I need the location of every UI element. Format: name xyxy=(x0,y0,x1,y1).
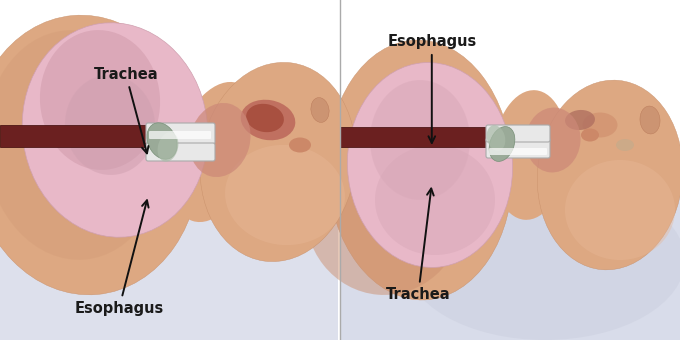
FancyBboxPatch shape xyxy=(486,138,550,158)
Ellipse shape xyxy=(65,75,155,175)
Ellipse shape xyxy=(289,137,311,153)
Ellipse shape xyxy=(22,23,208,237)
FancyBboxPatch shape xyxy=(146,143,215,161)
FancyBboxPatch shape xyxy=(489,148,547,155)
Ellipse shape xyxy=(489,126,515,162)
Ellipse shape xyxy=(347,63,513,268)
Ellipse shape xyxy=(311,98,329,122)
FancyBboxPatch shape xyxy=(486,125,550,142)
Ellipse shape xyxy=(487,125,505,151)
Text: Esophagus: Esophagus xyxy=(74,200,164,316)
Ellipse shape xyxy=(405,180,680,340)
Text: Trachea: Trachea xyxy=(386,188,451,302)
Text: Trachea: Trachea xyxy=(93,67,158,153)
Ellipse shape xyxy=(305,125,465,295)
Ellipse shape xyxy=(565,110,595,130)
Ellipse shape xyxy=(492,90,568,220)
Ellipse shape xyxy=(40,30,160,170)
Ellipse shape xyxy=(158,132,178,162)
FancyBboxPatch shape xyxy=(340,185,680,340)
Ellipse shape xyxy=(225,145,345,245)
Ellipse shape xyxy=(581,129,599,141)
FancyBboxPatch shape xyxy=(0,210,338,340)
Ellipse shape xyxy=(171,82,259,222)
FancyBboxPatch shape xyxy=(146,123,215,144)
Ellipse shape xyxy=(616,139,634,151)
Ellipse shape xyxy=(537,80,680,270)
Ellipse shape xyxy=(0,15,200,295)
FancyBboxPatch shape xyxy=(149,131,211,139)
Ellipse shape xyxy=(241,100,295,140)
Ellipse shape xyxy=(526,107,581,172)
Ellipse shape xyxy=(190,103,250,177)
Ellipse shape xyxy=(583,113,617,137)
Ellipse shape xyxy=(375,145,495,255)
Text: Esophagus: Esophagus xyxy=(387,34,477,143)
Ellipse shape xyxy=(200,62,356,261)
Ellipse shape xyxy=(0,30,165,260)
Ellipse shape xyxy=(328,40,513,300)
Ellipse shape xyxy=(640,106,660,134)
FancyBboxPatch shape xyxy=(0,0,338,340)
Ellipse shape xyxy=(370,80,470,200)
Ellipse shape xyxy=(246,104,284,132)
FancyBboxPatch shape xyxy=(340,127,488,147)
Ellipse shape xyxy=(147,123,177,159)
Ellipse shape xyxy=(565,160,675,260)
FancyBboxPatch shape xyxy=(340,0,680,340)
FancyBboxPatch shape xyxy=(0,125,148,147)
